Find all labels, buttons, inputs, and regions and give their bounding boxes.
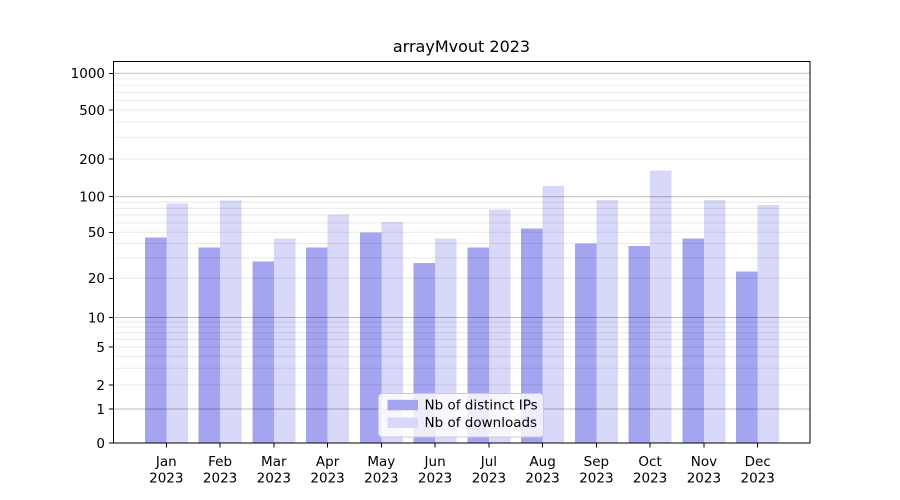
bar-jan-ips <box>144 237 167 443</box>
x-tick-label-year: 2023 <box>525 471 559 487</box>
bar-aug-downloads <box>542 185 565 443</box>
x-tick-label-month: Oct <box>638 454 661 470</box>
x-tick-label-month: Dec <box>745 454 771 470</box>
legend-swatch-ips <box>387 399 418 411</box>
x-tick-label-year: 2023 <box>741 471 775 487</box>
x-tick-label-year: 2023 <box>579 471 613 487</box>
legend-swatch-downloads <box>387 417 418 428</box>
x-tick-label-year: 2023 <box>310 471 344 487</box>
x-tick-label-year: 2023 <box>203 471 237 487</box>
bar-aug-ips <box>521 228 543 443</box>
y-tick-label: 1 <box>96 402 105 418</box>
x-tick-label-year: 2023 <box>149 471 183 487</box>
y-tick-label: 200 <box>79 152 105 168</box>
bar-oct-downloads <box>650 170 672 443</box>
x-tick-label-month: Feb <box>208 454 232 470</box>
bar-may-ips <box>359 232 382 443</box>
y-tick-label: 5 <box>96 340 105 356</box>
legend-label-downloads: Nb of downloads <box>425 415 538 431</box>
bar-may-downloads <box>381 222 403 443</box>
bar-dec-ips <box>736 271 758 443</box>
bar-feb-downloads <box>220 200 242 443</box>
bar-nov-ips <box>682 238 704 443</box>
x-tick-label-month: May <box>367 454 395 470</box>
x-tick-label-month: Sep <box>584 454 609 470</box>
y-tick-label: 100 <box>79 190 105 206</box>
x-tick-label-year: 2023 <box>418 471 452 487</box>
bar-apr-downloads <box>327 214 350 443</box>
plot-frame <box>113 61 811 444</box>
y-tick-label: 50 <box>88 225 105 241</box>
bar-sep-ips <box>574 243 597 443</box>
bar-mar-ips <box>252 261 274 443</box>
bar-nov-downloads <box>703 199 726 443</box>
bar-jul-downloads <box>488 209 511 443</box>
x-tick-label-year: 2023 <box>257 471 291 487</box>
x-tick-label-year: 2023 <box>472 471 506 487</box>
x-tick-label-year: 2023 <box>364 471 398 487</box>
bar-dec-downloads <box>757 205 780 443</box>
x-tick-label-month: Nov <box>691 454 717 470</box>
x-tick-label-month: Aug <box>529 454 555 470</box>
y-tick-label: 2 <box>96 378 105 394</box>
x-tick-label-month: Jul <box>480 454 497 470</box>
bar-mar-downloads <box>273 238 296 443</box>
bar-oct-ips <box>628 246 651 443</box>
gridlines <box>113 72 810 410</box>
bar-feb-ips <box>198 247 221 443</box>
y-tick-label: 10 <box>88 310 105 326</box>
chart-title: arrayMvout 2023 <box>392 37 531 56</box>
x-tick-label-month: Jan <box>155 454 177 470</box>
y-tick-label: 0 <box>96 436 105 452</box>
x-tick-label-month: Apr <box>316 454 340 470</box>
legend-box <box>378 393 544 438</box>
x-tick-label-year: 2023 <box>633 471 667 487</box>
bar-jun-downloads <box>435 238 457 443</box>
y-tick-label: 20 <box>88 271 105 287</box>
y-tick-label: 1000 <box>71 66 105 82</box>
y-tick-label: 500 <box>79 103 105 119</box>
x-tick-label-month: Mar <box>261 454 287 470</box>
x-tick-label-year: 2023 <box>687 471 721 487</box>
bar-jan-downloads <box>166 203 188 443</box>
x-axis: Jan2023Feb2023Mar2023Apr2023May2023Jun20… <box>149 443 775 487</box>
y-axis: 0 1 2 5 10 20 50 100 200 500 1000 <box>71 66 114 452</box>
bar-sep-downloads <box>596 199 618 443</box>
legend-label-ips: Nb of distinct IPs <box>425 398 538 414</box>
bar-apr-ips <box>306 247 328 443</box>
x-tick-label-month: Jun <box>424 454 446 470</box>
